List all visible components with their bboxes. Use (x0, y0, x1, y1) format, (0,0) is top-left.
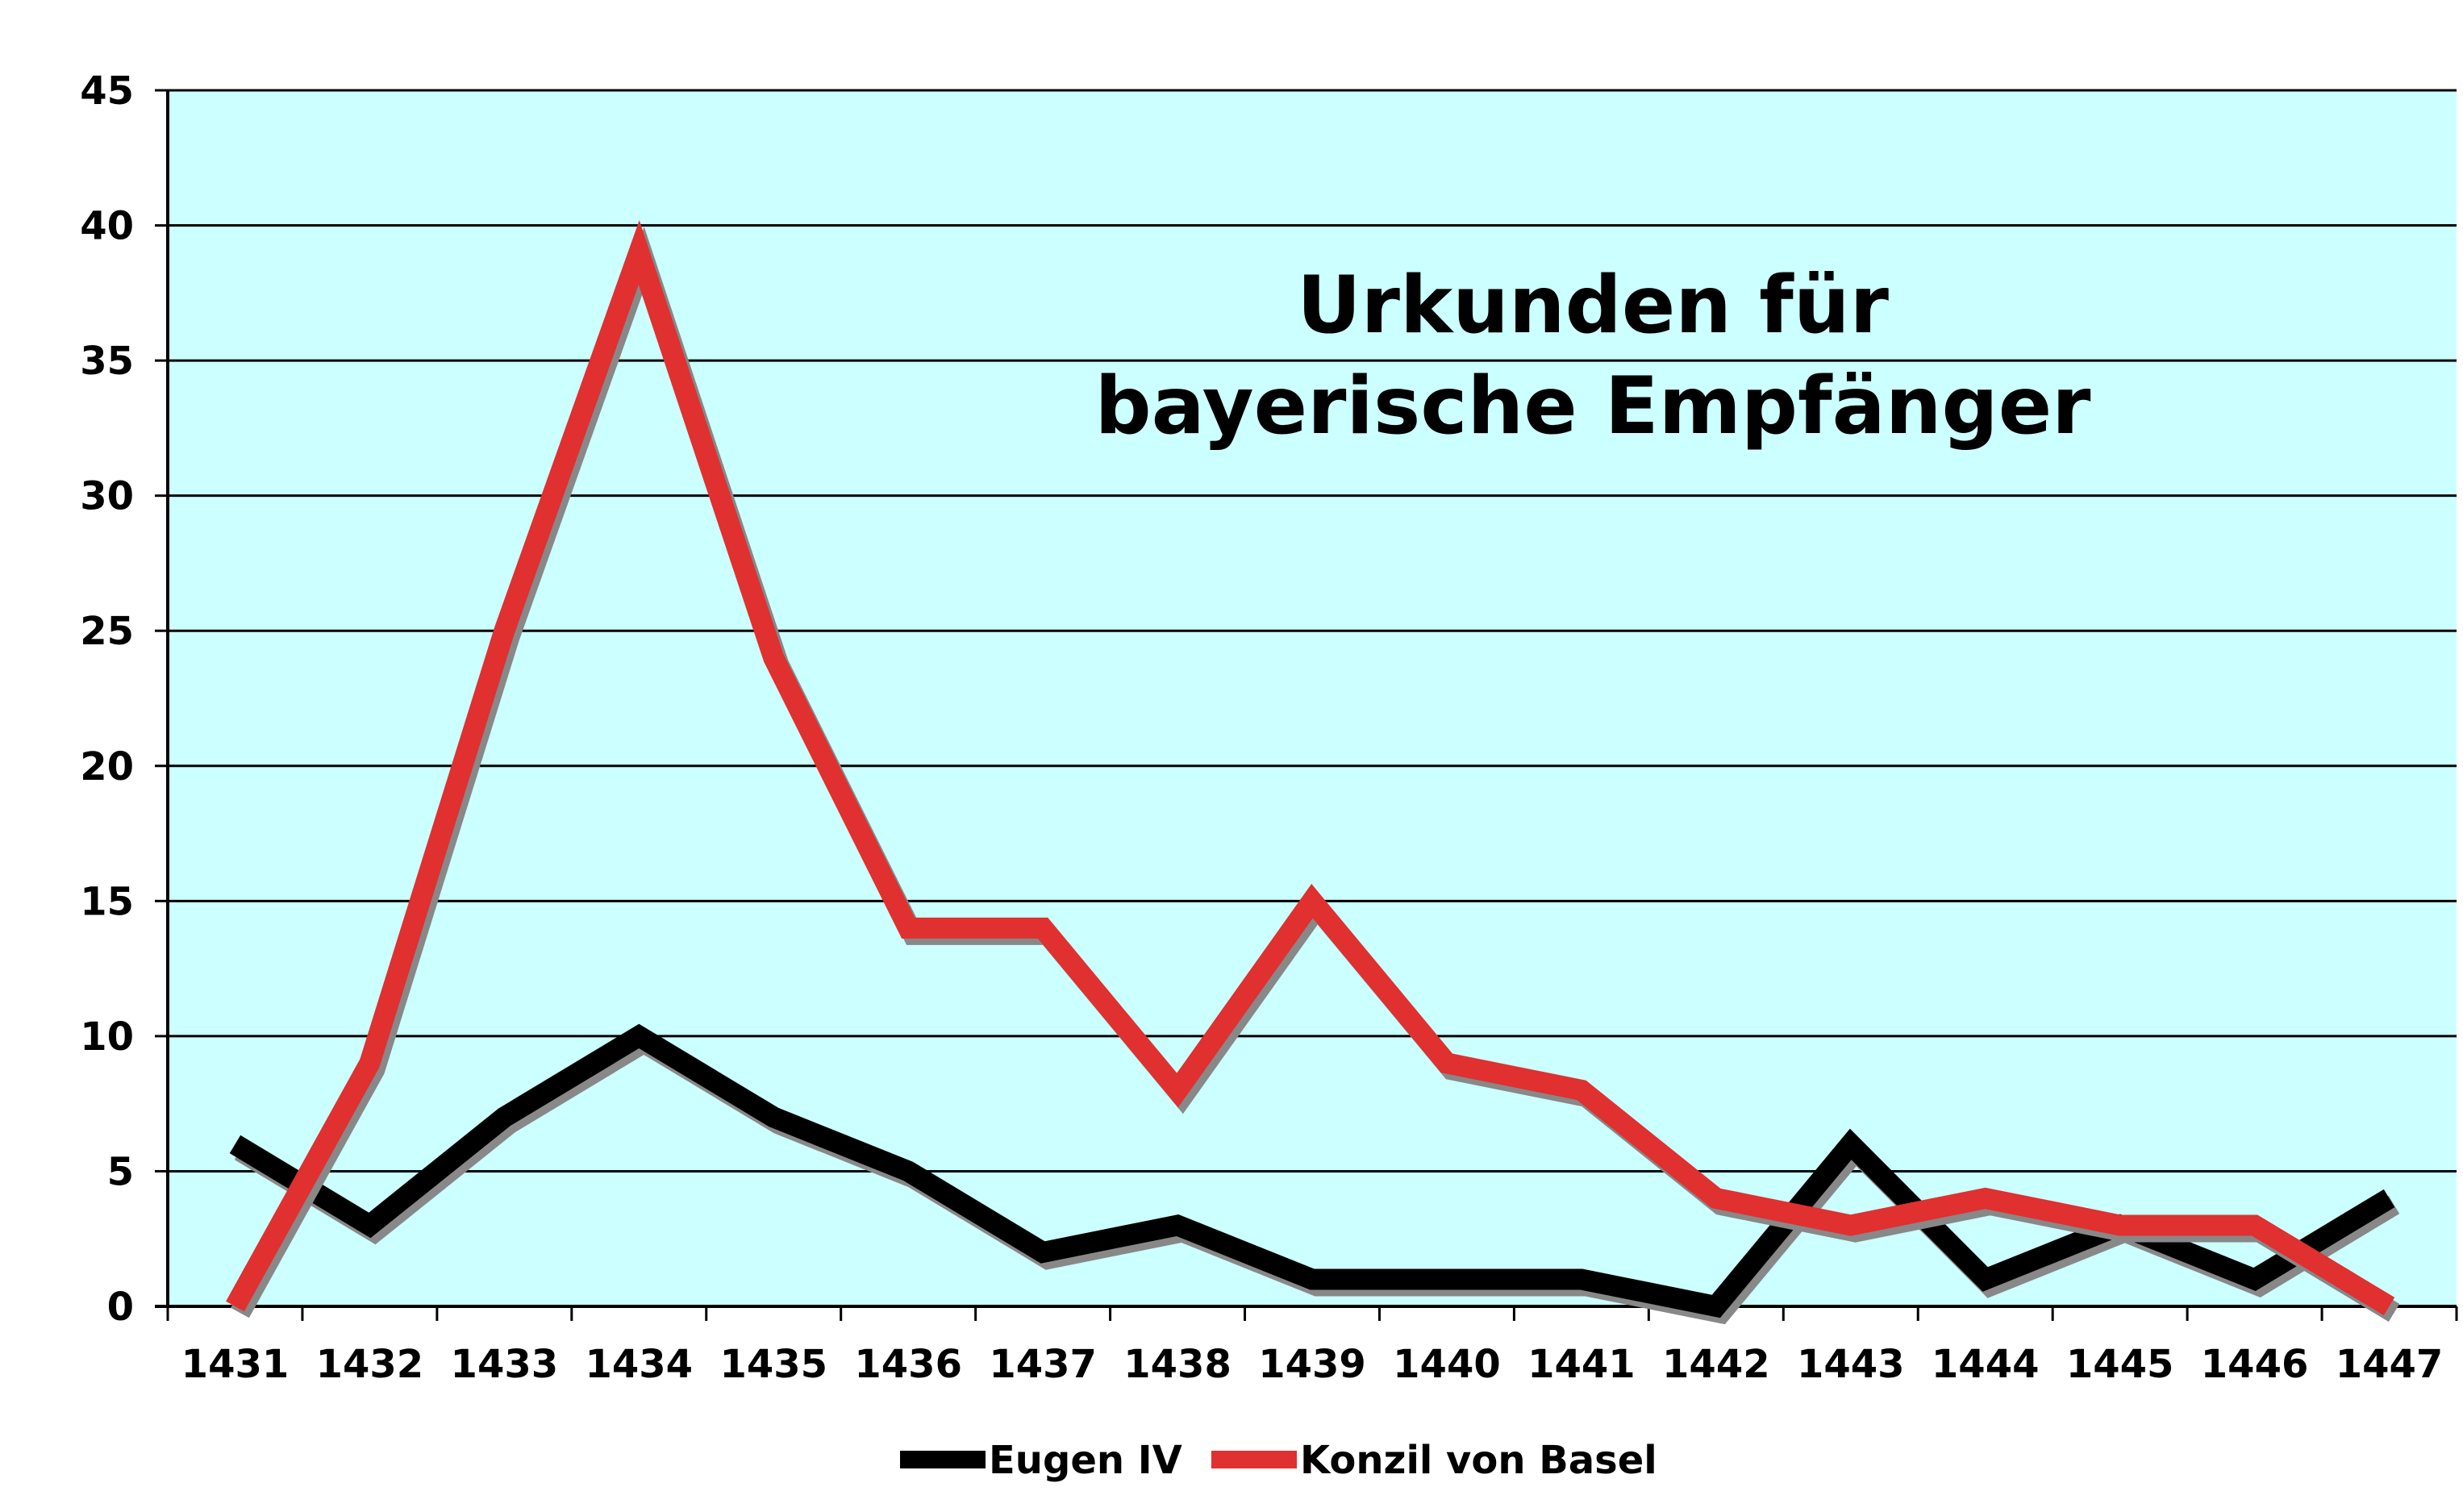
legend-label-eugen-iv: Eugen IV (989, 1438, 1182, 1483)
data-point-konzil-von-basel (1985, 1198, 1986, 1199)
x-tick-label: 1440 (1393, 1342, 1501, 1387)
legend: Eugen IV Konzil von Basel (900, 1438, 1657, 1483)
y-tick-label: 15 (80, 879, 134, 924)
y-tick-label: 20 (80, 744, 134, 789)
legend-label-konzil-von-basel: Konzil von Basel (1300, 1438, 1657, 1483)
data-point-konzil-von-basel (369, 1062, 370, 1064)
y-axis-tick-labels: 0 5 10 15 20 25 30 35 40 45 (80, 69, 134, 1330)
data-point-eugen-iv (1042, 1252, 1044, 1253)
data-point-eugen-iv (907, 1170, 909, 1172)
x-tick-label: 1443 (1797, 1342, 1905, 1387)
x-tick-label: 1444 (1932, 1342, 2040, 1387)
data-point-konzil-von-basel (773, 657, 774, 659)
x-tick-label: 1431 (181, 1342, 290, 1387)
series-line-konzil-von-basel (226, 220, 2395, 1316)
x-tick-label: 1439 (1258, 1342, 1366, 1387)
data-point-konzil-von-basel (2254, 1224, 2256, 1226)
data-point-eugen-iv (1715, 1306, 1717, 1307)
data-point-konzil-von-basel (2389, 1306, 2390, 1307)
data-point-konzil-von-basel (1177, 1089, 1178, 1091)
x-tick-label: 1434 (585, 1342, 693, 1387)
y-tick-label: 40 (80, 204, 134, 249)
data-point-eugen-iv (234, 1143, 235, 1145)
data-point-konzil-von-basel (2119, 1224, 2121, 1226)
x-tick-label: 1447 (2336, 1342, 2444, 1387)
data-point-eugen-iv (1311, 1278, 1313, 1280)
data-point-eugen-iv (1177, 1224, 1178, 1226)
data-point-konzil-von-basel (1581, 1089, 1582, 1091)
series-lines (226, 220, 2400, 1325)
data-point-eugen-iv (638, 1035, 640, 1037)
series-line-eugen-iv (229, 1023, 2395, 1318)
data-point-konzil-von-basel (1311, 900, 1313, 902)
x-axis-tick-labels: 1431 1432 1433 1434 1435 1436 1437 1438 1439 1440… (181, 1342, 2444, 1387)
data-point-eugen-iv (1446, 1278, 1448, 1280)
x-tick-label: 1441 (1527, 1342, 1636, 1387)
chart-title-line-1: Urkunden für (1297, 260, 1890, 352)
data-point-konzil-von-basel (638, 252, 640, 253)
x-tick-label: 1445 (2066, 1342, 2174, 1387)
data-point-konzil-von-basel (1850, 1224, 1852, 1226)
data-point-konzil-von-basel (907, 927, 909, 929)
x-tick-label: 1433 (451, 1342, 559, 1387)
data-point-konzil-von-basel (1042, 927, 1044, 929)
y-tick-label: 10 (80, 1014, 134, 1060)
x-tick-label: 1438 (1123, 1342, 1232, 1387)
chart-title-line-2: bayerische Empfänger (1094, 360, 2091, 452)
x-tick-label: 1435 (719, 1342, 827, 1387)
x-tick-label: 1446 (2201, 1342, 2309, 1387)
x-tick-label: 1432 (316, 1342, 424, 1387)
data-point-eugen-iv (1985, 1278, 1986, 1280)
y-tick-label: 45 (80, 69, 134, 114)
data-point-eugen-iv (503, 1116, 505, 1118)
x-tick-label: 1442 (1662, 1342, 1770, 1387)
data-point-eugen-iv (2389, 1198, 2390, 1199)
y-tick-label: 0 (107, 1285, 134, 1330)
x-tick-label: 1437 (989, 1342, 1097, 1387)
data-point-eugen-iv (1850, 1143, 1852, 1145)
data-point-konzil-von-basel (1446, 1062, 1448, 1064)
axes (155, 90, 2458, 1321)
data-point-eugen-iv (2254, 1278, 2256, 1280)
y-tick-label: 25 (80, 609, 134, 654)
y-tick-label: 35 (80, 339, 134, 384)
data-point-eugen-iv (773, 1116, 774, 1118)
data-point-eugen-iv (369, 1224, 370, 1226)
y-tick-label: 5 (107, 1149, 134, 1194)
y-tick-label: 30 (80, 474, 134, 519)
data-point-konzil-von-basel (1715, 1198, 1717, 1199)
x-tick-label: 1436 (854, 1342, 962, 1387)
data-point-konzil-von-basel (503, 630, 505, 631)
data-point-konzil-von-basel (234, 1306, 235, 1307)
data-point-eugen-iv (1581, 1278, 1582, 1280)
